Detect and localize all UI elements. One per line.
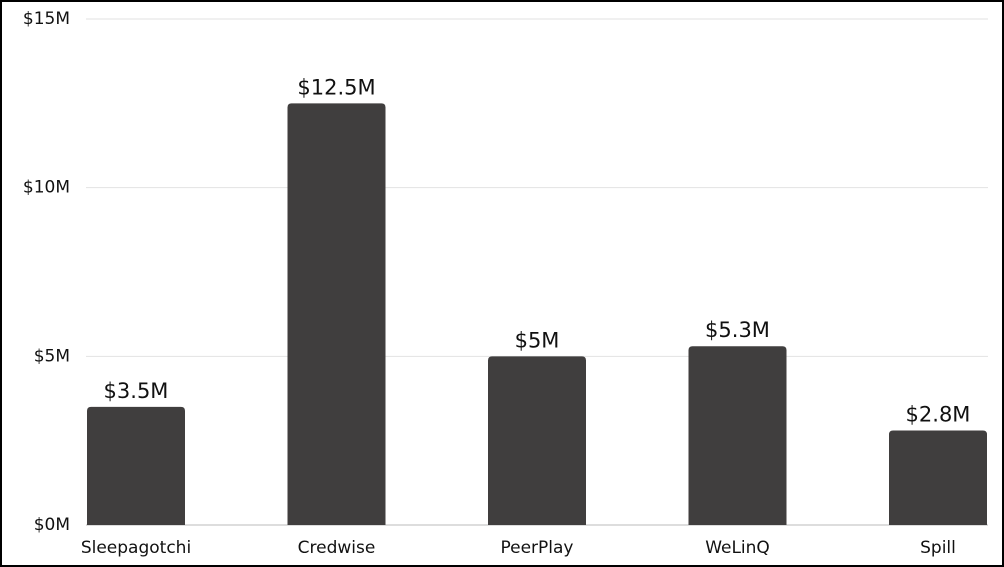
value-label: $2.8M (906, 403, 971, 427)
x-tick-label: Credwise (298, 538, 376, 558)
y-tick-label: $10M (23, 178, 70, 198)
y-tick-label: $0M (34, 515, 70, 535)
y-tick-label: $5M (34, 346, 70, 366)
bar (87, 406, 185, 525)
bar (488, 356, 586, 525)
value-label: $5.3M (705, 318, 770, 342)
x-tick-label: Sleepagotchi (81, 538, 191, 558)
bar (889, 430, 987, 525)
value-label: $5M (515, 328, 560, 352)
value-label: $3.5M (104, 379, 169, 403)
x-tick-label: PeerPlay (500, 538, 573, 558)
value-label: $12.5M (297, 75, 375, 99)
bar (688, 346, 787, 525)
bar (287, 103, 386, 525)
x-tick-label: WeLinQ (705, 538, 770, 558)
y-tick-label: $15M (23, 9, 70, 29)
x-tick-label: Spill (920, 538, 956, 558)
